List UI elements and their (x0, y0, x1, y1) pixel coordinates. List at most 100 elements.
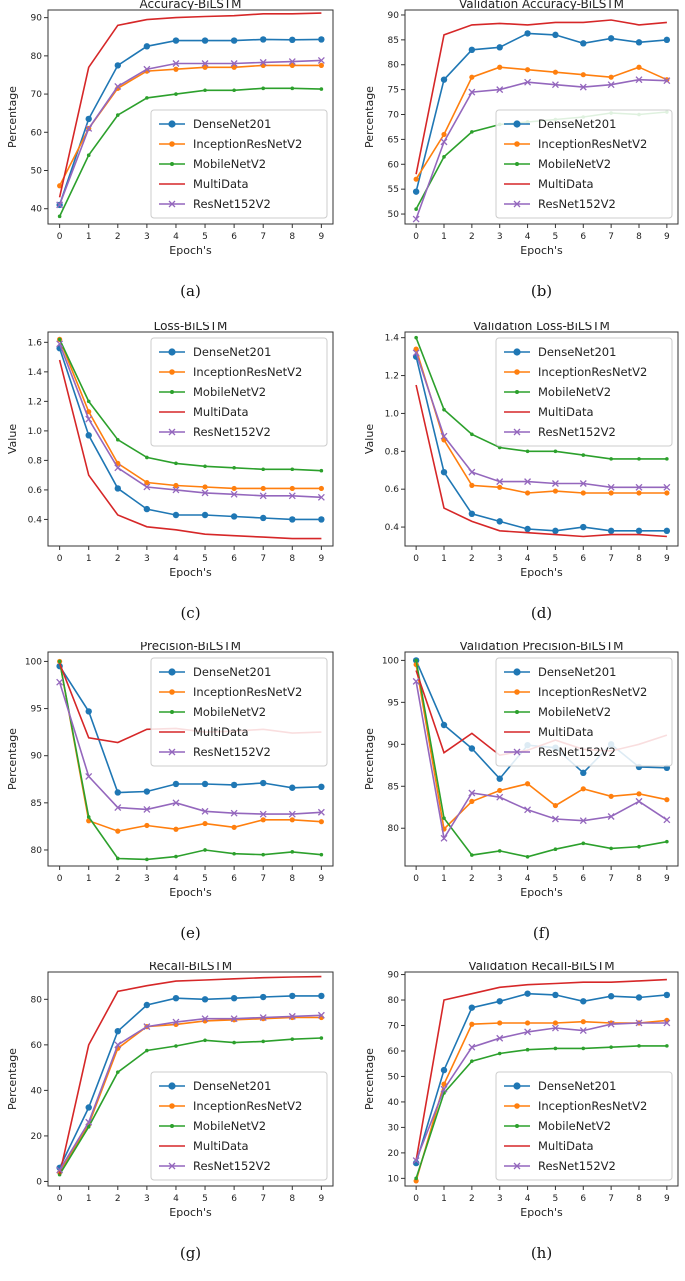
series-mobilenetv2 (414, 658, 669, 859)
data-point (259, 810, 267, 818)
data-point (318, 819, 324, 825)
x-tick-label: 6 (580, 874, 586, 884)
data-point (442, 407, 446, 412)
y-tick-label: 0.4 (28, 515, 43, 525)
x-tick-label: 4 (525, 554, 531, 564)
y-tick-label: 100 (382, 656, 399, 666)
data-point (261, 852, 266, 857)
data-point (524, 781, 531, 787)
data-point (145, 455, 149, 460)
data-point (525, 449, 530, 454)
y-tick-label: 40 (388, 1098, 400, 1108)
data-point (261, 467, 266, 472)
data-point (318, 516, 325, 523)
data-point (260, 993, 267, 1001)
legend-label: DenseNet201 (193, 1079, 271, 1093)
legend-label: ResNet152V2 (538, 425, 616, 439)
data-point (608, 793, 614, 799)
x-tick-label: 4 (525, 232, 531, 242)
data-point (497, 849, 502, 853)
x-tick-label: 1 (441, 232, 447, 242)
data-point (231, 824, 237, 830)
x-axis-label: Epoch's (520, 244, 563, 257)
legend-label: ResNet152V2 (193, 745, 271, 759)
data-point (172, 799, 180, 807)
data-point (145, 1048, 149, 1053)
data-point (412, 677, 420, 685)
series-line (415, 660, 668, 858)
legend-item: DenseNet201 (504, 117, 616, 131)
series-line (58, 38, 322, 206)
x-tick-label: 6 (231, 874, 237, 884)
data-point (289, 485, 295, 492)
x-tick-label: 6 (231, 232, 237, 242)
data-point (201, 1015, 209, 1023)
plot-area (47, 971, 334, 1187)
data-point (579, 1027, 587, 1035)
y-tick-label: 60 (388, 160, 400, 170)
data-point (260, 485, 266, 492)
series-line (415, 356, 667, 532)
data-point (172, 1018, 180, 1026)
data-point (468, 789, 476, 797)
data-point (524, 525, 531, 533)
x-tick-label: 1 (441, 554, 447, 564)
legend-marker (168, 200, 176, 208)
data-point (201, 780, 209, 788)
data-point (172, 511, 180, 519)
data-point (174, 92, 178, 96)
data-point (201, 489, 209, 497)
data-point (580, 786, 586, 792)
legend-item: InceptionResNetV2 (504, 365, 647, 379)
x-tick-label: 8 (636, 554, 642, 564)
data-point (230, 37, 238, 44)
legend-marker (170, 710, 174, 714)
data-point (230, 809, 238, 817)
data-point (552, 1020, 559, 1026)
data-point (497, 1020, 503, 1026)
series-line (58, 661, 322, 832)
data-point (412, 1157, 420, 1164)
legend-item: MultiData (504, 725, 594, 739)
data-point (665, 839, 669, 844)
legend-box (495, 1071, 673, 1181)
x-tick-label: 4 (525, 874, 531, 884)
data-point (496, 998, 503, 1005)
chart-title: Validation Precision-BiLSTM (459, 642, 623, 653)
data-point (317, 493, 325, 501)
chart-title: Validation Loss-BiLSTM (473, 322, 610, 333)
x-tick-label: 9 (319, 1194, 325, 1204)
data-point (86, 409, 92, 415)
series-multidata (415, 19, 667, 175)
y-tick-label: 80 (388, 996, 400, 1006)
data-point (261, 86, 266, 91)
legend-item: InceptionResNetV2 (504, 685, 647, 699)
series-multidata (58, 975, 322, 1175)
x-tick-label: 1 (86, 1194, 92, 1204)
data-point (289, 784, 296, 791)
legend-marker (514, 1103, 520, 1109)
x-tick-label: 9 (664, 1194, 670, 1204)
y-tick-label: 40 (31, 1086, 43, 1096)
data-point (636, 791, 642, 797)
data-point (442, 155, 446, 159)
legend-item: ResNet152V2 (159, 745, 271, 759)
legend-marker (168, 120, 176, 128)
x-tick-label: 0 (57, 554, 63, 564)
legend-item: MobileNetV2 (159, 705, 266, 719)
legend-box (495, 657, 673, 767)
data-point (203, 464, 207, 469)
data-point (440, 468, 448, 476)
data-point (635, 994, 643, 1001)
data-point (259, 1014, 267, 1021)
y-tick-label: 0.8 (28, 456, 43, 466)
legend-marker (515, 710, 519, 714)
data-point (230, 60, 238, 67)
series-line (58, 343, 322, 499)
data-point (85, 1104, 92, 1111)
y-tick-label: 95 (31, 705, 42, 715)
y-tick-label: 0.6 (28, 486, 43, 496)
legend-box (150, 109, 328, 219)
series-line (415, 681, 668, 841)
